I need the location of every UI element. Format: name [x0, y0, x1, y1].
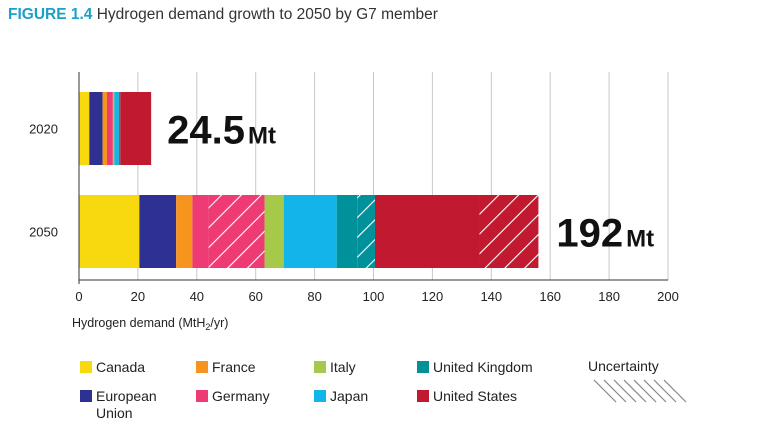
bar-canada-2050: [79, 195, 140, 268]
chart-axes: 0 20 40 60 80 100 120 140 160 180 200 Hydrogen dema…: [72, 72, 679, 332]
bar-japan-2020: [114, 92, 119, 165]
legend-swatch: [314, 390, 326, 402]
total-label: 192 Mt: [556, 212, 654, 256]
x-tick-label: 120: [422, 289, 444, 304]
category-label: 2020: [29, 122, 58, 137]
x-tick-label: 180: [598, 289, 620, 304]
bar-eu-2050: [139, 195, 177, 268]
legend-label: United States: [433, 388, 518, 404]
x-tick-label: 60: [248, 289, 262, 304]
hatch-line: [643, 379, 667, 403]
legend-label: European Union: [96, 388, 157, 421]
legend-swatch: [314, 361, 326, 373]
bar-eu-2020: [89, 92, 103, 165]
legend-label: France: [212, 359, 256, 375]
x-tick-label: 80: [307, 289, 321, 304]
x-tick-label: 200: [657, 289, 679, 304]
legend-swatch: [196, 361, 208, 373]
bar-japan-2050: [283, 195, 337, 268]
legend-swatch: [417, 390, 429, 402]
x-tick-label: 40: [190, 289, 204, 304]
legend-swatch: [417, 361, 429, 373]
bar-italy-2050: [264, 195, 284, 268]
legend-label: Italy: [330, 359, 356, 375]
bar-canada-2020: [79, 92, 90, 165]
bar-germany-2050: [192, 195, 209, 268]
bar-us-2020: [120, 92, 152, 165]
chart-bars: [79, 92, 539, 268]
hatch-line: [593, 379, 617, 403]
hatch-line: [623, 379, 647, 403]
legend-swatch: [80, 390, 92, 402]
figure-label: FIGURE 1.4: [8, 6, 93, 23]
hatch-line: [613, 379, 637, 403]
bar-france-2050: [176, 195, 193, 268]
x-tick-label: 100: [363, 289, 385, 304]
total-unit: Mt: [248, 123, 276, 150]
legend-swatch: [80, 361, 92, 373]
bar-uk-2050: [336, 195, 358, 268]
x-tick-label: 140: [480, 289, 502, 304]
total-value: 192: [556, 212, 623, 256]
figure-title: FIGURE 1.4 Hydrogen demand growth to 205…: [8, 6, 438, 24]
category-label: 2050: [29, 225, 58, 240]
total-value: 24.5: [167, 109, 245, 153]
legend-uncertainty-label: Uncertainty: [588, 358, 659, 374]
bar-germany-2020: [106, 92, 113, 165]
hatch-line: [663, 379, 687, 403]
legend-uncertainty-hatch: [593, 379, 687, 403]
figure-title-text: Hydrogen demand growth to 2050 by G7 mem…: [96, 6, 438, 23]
legend-label: Japan: [330, 388, 369, 404]
bar-italy-2020: [112, 92, 115, 165]
hatch-line: [603, 379, 627, 403]
x-axis-label: Hydrogen demand (MtH2/yr): [72, 316, 228, 332]
bar-us-2050: [374, 195, 480, 268]
x-tick-label: 0: [75, 289, 82, 304]
legend-label: Canada: [96, 359, 146, 375]
legend-swatch: [196, 390, 208, 402]
x-tick-label: 20: [131, 289, 145, 304]
total-unit: Mt: [626, 226, 654, 253]
hatch-line: [633, 379, 657, 403]
bar-germany-uncertainty-2050: [208, 195, 265, 268]
hatch-line: [653, 379, 677, 403]
legend-label: United Kingdom: [433, 359, 533, 375]
bar-uk-2020: [118, 92, 121, 165]
bar-us-uncertainty-2050: [479, 195, 539, 268]
bar-uk-uncertainty-2050: [357, 195, 375, 268]
x-tick-label: 160: [539, 289, 561, 304]
legend-label: Germany: [212, 388, 270, 404]
total-label: 24.5 Mt: [167, 109, 276, 153]
bar-france-2020: [102, 92, 107, 165]
